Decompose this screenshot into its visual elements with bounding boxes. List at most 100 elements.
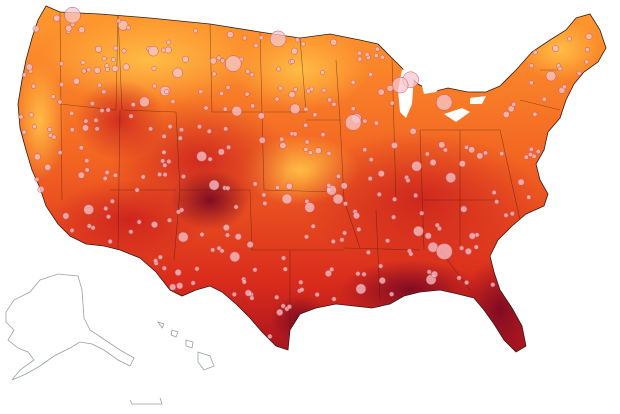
station-marker <box>426 269 432 275</box>
station-marker <box>257 112 265 120</box>
station-marker <box>361 271 367 277</box>
station-marker <box>292 131 298 137</box>
station-marker <box>557 66 563 72</box>
station-marker <box>535 148 541 154</box>
station-marker <box>491 190 497 195</box>
station-markers <box>18 6 593 339</box>
station-marker <box>57 150 63 156</box>
station-marker <box>507 105 515 113</box>
station-marker <box>86 67 92 73</box>
state-border <box>375 209 381 301</box>
station-marker <box>511 101 517 107</box>
station-marker <box>167 217 172 223</box>
station-marker <box>190 280 196 286</box>
station-marker <box>125 25 131 31</box>
station-marker <box>196 151 207 162</box>
station-marker <box>106 214 111 220</box>
station-marker <box>101 56 107 62</box>
station-marker <box>82 124 89 132</box>
station-marker <box>209 57 217 65</box>
station-marker <box>117 20 129 31</box>
station-marker <box>31 83 37 89</box>
station-marker <box>286 304 292 310</box>
station-marker <box>241 279 247 285</box>
station-marker <box>81 68 87 74</box>
station-marker <box>392 196 398 202</box>
station-marker <box>304 234 309 240</box>
state-border <box>117 15 177 113</box>
station-marker <box>279 142 287 149</box>
station-marker <box>434 222 440 228</box>
station-marker <box>327 97 333 103</box>
station-marker <box>419 210 425 216</box>
station-marker <box>320 132 326 138</box>
station-marker <box>59 82 65 87</box>
us-outline <box>17 5 607 353</box>
station-marker <box>166 159 172 164</box>
station-marker <box>490 282 496 288</box>
station-marker <box>356 226 362 232</box>
station-marker <box>78 145 84 151</box>
station-marker <box>280 303 286 309</box>
station-marker <box>223 126 229 132</box>
station-marker <box>526 194 532 200</box>
station-marker <box>331 101 337 107</box>
station-marker <box>80 60 86 65</box>
station-marker <box>364 52 370 57</box>
station-marker <box>545 70 557 82</box>
station-marker <box>18 114 24 120</box>
station-marker <box>289 59 295 65</box>
station-marker <box>409 127 417 135</box>
station-marker <box>411 160 422 172</box>
state-border <box>499 129 521 221</box>
station-marker <box>290 47 298 55</box>
station-marker <box>435 94 453 111</box>
station-marker <box>330 239 336 244</box>
station-marker <box>206 128 212 134</box>
station-marker <box>445 172 457 183</box>
station-marker <box>368 72 374 77</box>
station-marker <box>93 66 101 74</box>
station-marker <box>78 26 86 34</box>
station-marker <box>460 205 468 213</box>
station-marker <box>233 204 239 210</box>
state-border <box>391 57 397 201</box>
station-marker <box>310 223 316 229</box>
station-marker <box>517 178 525 186</box>
station-marker <box>258 136 266 144</box>
station-marker <box>113 45 119 51</box>
station-marker <box>292 86 298 92</box>
station-marker <box>164 46 172 54</box>
station-marker <box>225 185 231 191</box>
station-marker <box>166 39 172 45</box>
state-border <box>249 189 290 251</box>
station-marker <box>57 99 63 105</box>
station-marker <box>69 227 75 233</box>
station-marker <box>64 6 81 24</box>
station-marker <box>86 223 92 229</box>
contiguous-us <box>17 5 607 353</box>
station-marker <box>389 291 395 297</box>
station-marker <box>229 251 241 263</box>
station-marker <box>28 112 34 118</box>
station-marker <box>244 91 250 97</box>
station-marker <box>532 50 538 56</box>
station-marker <box>314 147 322 155</box>
station-marker <box>216 245 222 251</box>
station-marker <box>105 107 111 113</box>
station-marker <box>89 101 95 107</box>
station-marker <box>179 127 184 133</box>
station-marker <box>584 59 590 65</box>
station-marker <box>294 37 300 43</box>
station-marker <box>431 270 438 278</box>
station-marker <box>285 182 293 190</box>
station-marker <box>353 212 360 220</box>
station-marker <box>164 89 170 95</box>
state-border <box>173 189 181 261</box>
station-marker <box>176 209 181 215</box>
heat-blob <box>18 60 65 180</box>
station-marker <box>523 154 529 160</box>
station-marker <box>21 129 27 135</box>
station-marker <box>339 237 345 243</box>
station-marker <box>298 279 304 285</box>
